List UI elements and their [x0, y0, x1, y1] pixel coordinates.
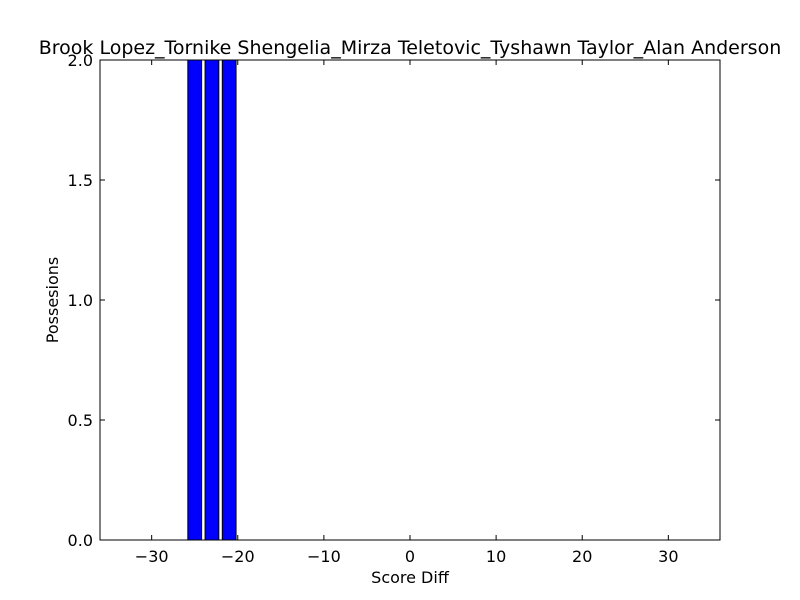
- ticks-group: −30 −20 −10 0 10 20 30 0.0 0.5 1.0 1.5 2.0: [68, 51, 720, 566]
- bar-0: [187, 59, 203, 541]
- x-tick-label: −30: [135, 547, 169, 566]
- bar-2: [221, 59, 237, 541]
- chart-title: Brook Lopez_Tornike Shengelia_Mirza Tele…: [39, 37, 782, 59]
- x-tick-label: 0: [405, 547, 415, 566]
- y-tick-label: 2.0: [68, 51, 93, 70]
- plot-frame: [99, 59, 721, 541]
- y-tick-label: 0.0: [68, 531, 93, 550]
- y-tick-label: 0.5: [68, 411, 93, 430]
- x-axis-label: Score Diff: [371, 568, 450, 587]
- y-axis-label: Possesions: [43, 257, 62, 343]
- y-tick-label: 1.5: [68, 171, 93, 190]
- bars-group: [187, 59, 237, 541]
- x-tick-label: 10: [486, 547, 506, 566]
- bar-1: [204, 59, 220, 541]
- y-tick-label: 1.0: [68, 291, 93, 310]
- x-tick-label: −20: [221, 547, 255, 566]
- x-tick-label: 20: [572, 547, 592, 566]
- x-tick-label: 30: [658, 547, 678, 566]
- x-tick-label: −10: [307, 547, 341, 566]
